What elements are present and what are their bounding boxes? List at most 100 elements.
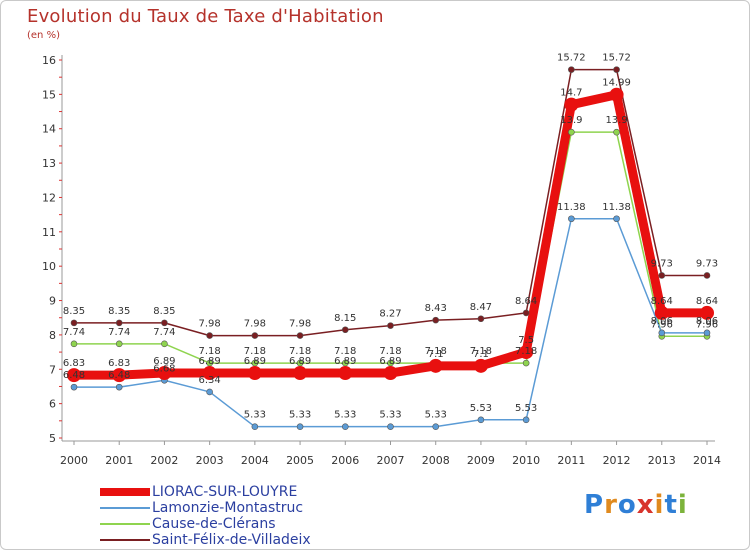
data-label: 7.96 bbox=[651, 319, 673, 330]
data-point bbox=[522, 309, 530, 317]
data-label: 6.89 bbox=[244, 356, 266, 367]
y-tick-label: 9 bbox=[49, 295, 56, 308]
data-point bbox=[568, 66, 575, 73]
data-point bbox=[296, 423, 304, 430]
data-label: 6.34 bbox=[199, 375, 221, 386]
data-label: 5.33 bbox=[379, 410, 401, 421]
x-tick-label: 2014 bbox=[693, 454, 721, 467]
data-label: 8.35 bbox=[153, 306, 175, 317]
data-point bbox=[115, 340, 123, 348]
data-point bbox=[112, 368, 127, 383]
data-label: 6.89 bbox=[153, 356, 175, 367]
legend-item-lamonzie: Lamonzie-Montastruc bbox=[100, 500, 400, 516]
x-tick-label: 2007 bbox=[377, 454, 405, 467]
data-label: 13.9 bbox=[605, 115, 627, 126]
x-tick-label: 2003 bbox=[196, 454, 224, 467]
data-label: 7.1 bbox=[473, 349, 489, 360]
logo-letter: t bbox=[664, 490, 678, 520]
x-tick-label: 2012 bbox=[603, 454, 631, 467]
data-point bbox=[338, 366, 353, 381]
data-label: 8.35 bbox=[108, 306, 130, 317]
data-label: 6.89 bbox=[334, 356, 356, 367]
data-label: 7.96 bbox=[696, 319, 718, 330]
data-point bbox=[477, 315, 485, 323]
data-label: 5.33 bbox=[244, 410, 266, 421]
x-tick-label: 2011 bbox=[557, 454, 585, 467]
data-point bbox=[206, 388, 213, 396]
data-label: 7.74 bbox=[63, 327, 85, 338]
legend: LIORAC-SUR-LOUYRE Lamonzie-Montastruc Ca… bbox=[100, 484, 400, 548]
data-point bbox=[293, 366, 308, 381]
data-label: 5.53 bbox=[515, 403, 537, 414]
data-label: 8.43 bbox=[425, 303, 447, 314]
data-point bbox=[522, 416, 530, 424]
data-label: 6.83 bbox=[63, 358, 85, 369]
data-point bbox=[247, 366, 262, 381]
data-label: 7.74 bbox=[153, 327, 175, 338]
y-unit-label: (en %) bbox=[27, 30, 60, 41]
data-point bbox=[658, 329, 666, 337]
data-point bbox=[251, 332, 259, 339]
legend-label-liorac: LIORAC-SUR-LOUYRE bbox=[152, 484, 298, 500]
x-tick-label: 2004 bbox=[241, 454, 269, 467]
data-label: 8.64 bbox=[515, 296, 537, 307]
y-tick-label: 7 bbox=[49, 363, 56, 376]
data-point bbox=[519, 345, 534, 360]
data-point bbox=[703, 329, 711, 337]
data-label: 8.47 bbox=[470, 302, 492, 313]
data-point bbox=[522, 359, 530, 367]
data-label: 6.48 bbox=[108, 370, 130, 381]
data-label: 7.18 bbox=[244, 346, 266, 357]
y-tick-label: 10 bbox=[42, 260, 56, 273]
data-label: 6.89 bbox=[379, 356, 401, 367]
legend-label-saint-felix: Saint-Félix-de-Villadeix bbox=[152, 532, 311, 548]
data-point bbox=[251, 423, 259, 430]
data-point bbox=[70, 319, 78, 327]
y-tick-label: 6 bbox=[49, 398, 56, 411]
legend-item-liorac: LIORAC-SUR-LOUYRE bbox=[100, 484, 400, 500]
data-label: 7.18 bbox=[515, 346, 537, 357]
data-label: 8.35 bbox=[63, 306, 85, 317]
data-point bbox=[658, 272, 666, 279]
data-point bbox=[115, 383, 123, 391]
data-label: 8.64 bbox=[651, 296, 673, 307]
proxiti-logo: Proxiti bbox=[584, 490, 688, 520]
data-point bbox=[564, 97, 579, 112]
data-point bbox=[654, 305, 669, 320]
data-point bbox=[700, 305, 714, 320]
x-tick-label: 2001 bbox=[105, 454, 133, 467]
data-label: 5.33 bbox=[289, 410, 311, 421]
data-label: 6.89 bbox=[199, 356, 221, 367]
data-point bbox=[70, 383, 78, 391]
data-label: 7.18 bbox=[425, 346, 447, 357]
data-point bbox=[161, 340, 168, 348]
y-tick-label: 16 bbox=[42, 54, 56, 67]
logo-letter: i bbox=[654, 490, 665, 520]
data-point bbox=[432, 423, 440, 430]
x-tick-label: 2006 bbox=[331, 454, 359, 467]
data-label: 8.06 bbox=[651, 316, 673, 327]
data-label: 5.53 bbox=[470, 403, 492, 414]
data-label: 7.74 bbox=[108, 327, 130, 338]
data-point bbox=[387, 423, 394, 430]
y-tick-label: 12 bbox=[42, 191, 56, 204]
legend-item-cause: Cause-de-Clérans bbox=[100, 516, 400, 532]
data-point bbox=[432, 316, 440, 324]
data-point bbox=[609, 87, 624, 102]
data-label: 7.18 bbox=[379, 346, 401, 357]
data-point bbox=[115, 319, 123, 327]
data-label: 7.98 bbox=[289, 319, 311, 330]
data-label: 7.98 bbox=[199, 319, 221, 330]
data-label: 5.33 bbox=[425, 410, 447, 421]
y-tick-label: 15 bbox=[42, 88, 56, 101]
data-point bbox=[67, 368, 81, 383]
y-tick-label: 13 bbox=[42, 157, 56, 170]
legend-label-lamonzie: Lamonzie-Montastruc bbox=[152, 500, 304, 516]
data-label: 13.9 bbox=[560, 115, 582, 126]
data-point bbox=[387, 322, 394, 329]
data-point bbox=[703, 272, 711, 279]
data-point bbox=[161, 319, 168, 327]
data-point bbox=[383, 366, 398, 381]
data-point bbox=[473, 358, 488, 373]
